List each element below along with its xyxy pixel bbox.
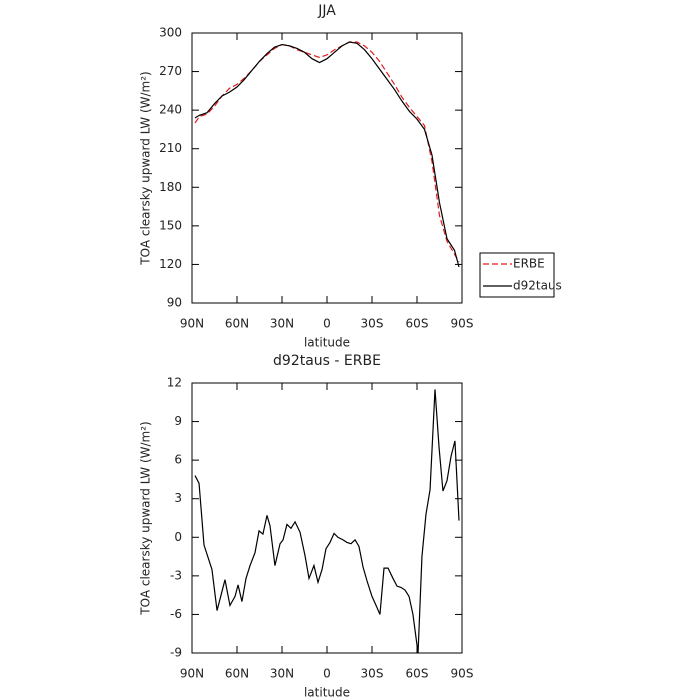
- y-tick-label: 300: [159, 26, 182, 40]
- data-line: [194, 41, 460, 263]
- y-tick-label: 6: [174, 453, 182, 467]
- x-tick-label: 60S: [406, 667, 429, 681]
- x-tick-label: 30N: [270, 667, 294, 681]
- data-line: [194, 41, 460, 268]
- y-axis-label: TOA clearsky upward LW (W/m²): [139, 71, 153, 265]
- x-tick-label: 0: [323, 667, 331, 681]
- x-tick-label: 60N: [225, 667, 249, 681]
- y-tick-label: 120: [159, 257, 182, 271]
- x-tick-label: 90S: [451, 317, 474, 331]
- x-tick-label: 60S: [406, 317, 429, 331]
- y-tick-label: 210: [159, 141, 182, 155]
- x-tick-label: 30S: [361, 317, 384, 331]
- chart-title: JJA: [317, 3, 336, 19]
- x-axis-label: latitude: [304, 336, 350, 350]
- y-tick-label: 0: [174, 530, 182, 544]
- x-tick-label: 90S: [451, 667, 474, 681]
- plot-frame: [191, 382, 463, 654]
- data-line: [194, 389, 460, 654]
- y-tick-label: 150: [159, 218, 182, 232]
- legend-box: [479, 252, 555, 298]
- legend-label: d92taus: [513, 279, 562, 293]
- y-tick-label: 240: [159, 103, 182, 117]
- x-tick-label: 30N: [270, 317, 294, 331]
- x-tick-label: 90N: [180, 667, 204, 681]
- y-tick-label: -3: [170, 568, 182, 582]
- y-axis-label: TOA clearsky upward LW (W/m²): [139, 421, 153, 615]
- x-tick-label: 60N: [225, 317, 249, 331]
- y-tick-label: 270: [159, 64, 182, 78]
- x-tick-label: 30S: [361, 667, 384, 681]
- plot-frame: [191, 32, 463, 304]
- y-tick-label: 9: [174, 414, 182, 428]
- x-tick-label: 90N: [180, 317, 204, 331]
- chart-title: d92taus - ERBE: [273, 353, 381, 369]
- y-tick-label: 180: [159, 180, 182, 194]
- x-axis-label: latitude: [304, 686, 350, 700]
- y-tick-label: -6: [170, 607, 182, 621]
- x-tick-label: 0: [323, 317, 331, 331]
- legend-label: ERBE: [513, 257, 545, 271]
- y-tick-label: 12: [167, 376, 182, 390]
- y-tick-label: -9: [170, 646, 182, 660]
- y-tick-label: 3: [174, 491, 182, 505]
- y-tick-label: 90: [167, 296, 182, 310]
